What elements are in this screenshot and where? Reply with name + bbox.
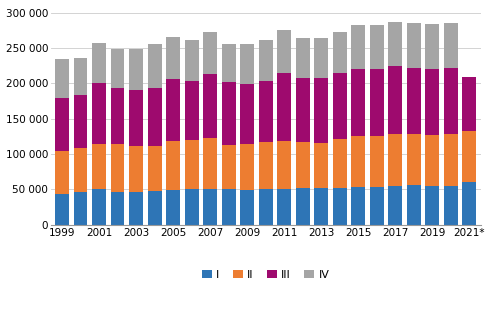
Bar — [333, 188, 347, 225]
Bar — [259, 189, 273, 225]
Bar — [129, 192, 143, 225]
Bar — [407, 185, 421, 225]
Bar — [73, 58, 88, 95]
Bar — [259, 39, 273, 81]
Bar — [148, 146, 161, 191]
Bar — [184, 140, 199, 189]
Bar — [203, 32, 217, 74]
Bar — [203, 138, 217, 189]
Bar — [73, 148, 88, 192]
Bar — [296, 188, 309, 225]
Legend: I, II, III, IV: I, II, III, IV — [197, 266, 334, 284]
Bar — [259, 81, 273, 142]
Bar — [203, 74, 217, 138]
Bar — [73, 95, 88, 148]
Bar — [166, 190, 180, 225]
Bar — [166, 37, 180, 79]
Bar — [351, 136, 365, 188]
Bar — [240, 144, 254, 190]
Bar — [333, 32, 347, 73]
Bar — [148, 44, 161, 88]
Bar — [148, 191, 161, 225]
Bar — [92, 43, 106, 84]
Bar — [462, 77, 476, 131]
Bar — [240, 190, 254, 225]
Bar — [73, 192, 88, 225]
Bar — [388, 186, 402, 225]
Bar — [426, 135, 439, 186]
Bar — [388, 134, 402, 186]
Bar — [277, 30, 291, 74]
Bar — [351, 188, 365, 225]
Bar — [203, 189, 217, 225]
Bar — [426, 186, 439, 225]
Bar — [388, 66, 402, 134]
Bar — [444, 134, 458, 186]
Bar — [55, 98, 69, 151]
Bar — [296, 142, 309, 188]
Bar — [444, 68, 458, 134]
Bar — [314, 38, 328, 78]
Bar — [407, 134, 421, 185]
Bar — [222, 189, 236, 225]
Bar — [426, 24, 439, 68]
Bar — [462, 182, 476, 225]
Bar — [426, 68, 439, 135]
Bar — [277, 141, 291, 189]
Bar — [129, 49, 143, 90]
Bar — [111, 144, 124, 192]
Bar — [92, 84, 106, 143]
Bar — [111, 49, 124, 88]
Bar — [407, 68, 421, 134]
Bar — [222, 44, 236, 82]
Bar — [240, 44, 254, 84]
Bar — [92, 143, 106, 189]
Bar — [407, 23, 421, 68]
Bar — [166, 141, 180, 190]
Bar — [222, 145, 236, 189]
Bar — [444, 23, 458, 68]
Bar — [296, 78, 309, 142]
Bar — [351, 68, 365, 136]
Bar — [370, 25, 384, 69]
Bar — [259, 142, 273, 189]
Bar — [462, 131, 476, 182]
Bar — [129, 146, 143, 192]
Bar — [240, 84, 254, 144]
Bar — [129, 90, 143, 146]
Bar — [111, 192, 124, 225]
Bar — [388, 22, 402, 66]
Bar — [370, 136, 384, 187]
Bar — [92, 189, 106, 225]
Bar — [166, 79, 180, 141]
Bar — [148, 88, 161, 146]
Bar — [370, 187, 384, 225]
Bar — [314, 143, 328, 188]
Bar — [55, 151, 69, 194]
Bar — [55, 59, 69, 98]
Bar — [277, 189, 291, 225]
Bar — [111, 88, 124, 144]
Bar — [296, 38, 309, 78]
Bar — [314, 78, 328, 143]
Bar — [333, 73, 347, 139]
Bar — [333, 139, 347, 188]
Bar — [184, 81, 199, 140]
Bar — [444, 186, 458, 225]
Bar — [222, 82, 236, 145]
Bar — [370, 69, 384, 136]
Bar — [55, 194, 69, 225]
Bar — [184, 189, 199, 225]
Bar — [184, 39, 199, 81]
Bar — [351, 25, 365, 68]
Bar — [314, 188, 328, 225]
Bar — [277, 74, 291, 141]
